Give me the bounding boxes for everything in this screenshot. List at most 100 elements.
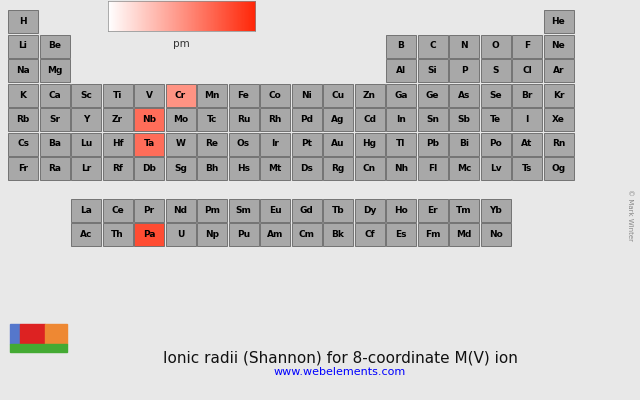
Bar: [228, 157, 259, 180]
Bar: [449, 199, 479, 222]
Bar: [355, 199, 385, 222]
Bar: [323, 84, 353, 106]
Bar: [543, 10, 573, 33]
Bar: [386, 132, 416, 156]
Bar: [417, 199, 447, 222]
Bar: [449, 157, 479, 180]
Text: Ru: Ru: [237, 115, 250, 124]
Bar: [166, 199, 195, 222]
Bar: [102, 132, 132, 156]
Bar: [228, 84, 259, 106]
Text: Pu: Pu: [237, 230, 250, 239]
Text: Te: Te: [490, 115, 501, 124]
Bar: [197, 199, 227, 222]
Text: Xe: Xe: [552, 115, 565, 124]
Text: Sm: Sm: [236, 206, 252, 215]
Text: Pm: Pm: [204, 206, 220, 215]
Text: © Mark Winter: © Mark Winter: [627, 189, 633, 241]
Text: Ti: Ti: [113, 90, 122, 100]
Bar: [71, 199, 101, 222]
Text: At: At: [522, 140, 532, 148]
Text: Fe: Fe: [237, 90, 250, 100]
Bar: [512, 132, 542, 156]
Bar: [323, 108, 353, 131]
Text: Cm: Cm: [298, 230, 314, 239]
Text: Ra: Ra: [48, 164, 61, 173]
Text: Na: Na: [16, 66, 30, 75]
Text: Zn: Zn: [363, 90, 376, 100]
Text: Tb: Tb: [332, 206, 344, 215]
Text: Ba: Ba: [48, 140, 61, 148]
Bar: [102, 199, 132, 222]
Text: He: He: [552, 17, 565, 26]
Text: Es: Es: [396, 230, 407, 239]
Bar: [8, 59, 38, 82]
Text: La: La: [80, 206, 92, 215]
Bar: [40, 132, 70, 156]
Bar: [543, 34, 573, 58]
Bar: [134, 157, 164, 180]
Bar: [323, 199, 353, 222]
Bar: [40, 59, 70, 82]
Text: Ni: Ni: [301, 90, 312, 100]
Text: Fm: Fm: [425, 230, 440, 239]
Bar: [71, 132, 101, 156]
Text: Th: Th: [111, 230, 124, 239]
Bar: [417, 84, 447, 106]
Bar: [543, 157, 573, 180]
Bar: [260, 223, 290, 246]
Bar: [355, 132, 385, 156]
Bar: [386, 84, 416, 106]
Bar: [543, 108, 573, 131]
Bar: [166, 157, 195, 180]
Bar: [512, 34, 542, 58]
Text: Yb: Yb: [489, 206, 502, 215]
Text: Cd: Cd: [363, 115, 376, 124]
Text: Cu: Cu: [332, 90, 344, 100]
Text: Ionic radii (Shannon) for 8-coordinate M(V) ion: Ionic radii (Shannon) for 8-coordinate M…: [163, 350, 517, 366]
Bar: [134, 108, 164, 131]
Text: Bk: Bk: [332, 230, 344, 239]
Text: Li: Li: [19, 42, 28, 50]
Bar: [228, 223, 259, 246]
Text: N: N: [460, 42, 468, 50]
Text: Dy: Dy: [363, 206, 376, 215]
Bar: [134, 199, 164, 222]
Text: Os: Os: [237, 140, 250, 148]
Text: O: O: [492, 42, 499, 50]
Text: Co: Co: [269, 90, 282, 100]
Bar: [260, 132, 290, 156]
Bar: [40, 108, 70, 131]
Bar: [166, 223, 195, 246]
Bar: [355, 223, 385, 246]
Bar: [8, 34, 38, 58]
Text: Db: Db: [142, 164, 156, 173]
Bar: [481, 199, 511, 222]
Text: Ne: Ne: [552, 42, 565, 50]
Text: Lu: Lu: [80, 140, 92, 148]
Bar: [8, 157, 38, 180]
Bar: [386, 157, 416, 180]
Bar: [102, 108, 132, 131]
Bar: [481, 59, 511, 82]
Text: Hs: Hs: [237, 164, 250, 173]
Text: Cn: Cn: [363, 164, 376, 173]
Text: Sr: Sr: [49, 115, 60, 124]
Bar: [417, 223, 447, 246]
Text: Bh: Bh: [205, 164, 219, 173]
Bar: [417, 132, 447, 156]
Text: Y: Y: [83, 115, 89, 124]
Text: Lv: Lv: [490, 164, 501, 173]
Text: Mc: Mc: [457, 164, 471, 173]
Bar: [481, 34, 511, 58]
Bar: [323, 132, 353, 156]
Bar: [134, 84, 164, 106]
Text: Nb: Nb: [142, 115, 156, 124]
Text: Be: Be: [48, 42, 61, 50]
Text: Nh: Nh: [394, 164, 408, 173]
Text: Pt: Pt: [301, 140, 312, 148]
Text: W: W: [175, 140, 186, 148]
Bar: [71, 84, 101, 106]
Bar: [512, 84, 542, 106]
Bar: [417, 34, 447, 58]
